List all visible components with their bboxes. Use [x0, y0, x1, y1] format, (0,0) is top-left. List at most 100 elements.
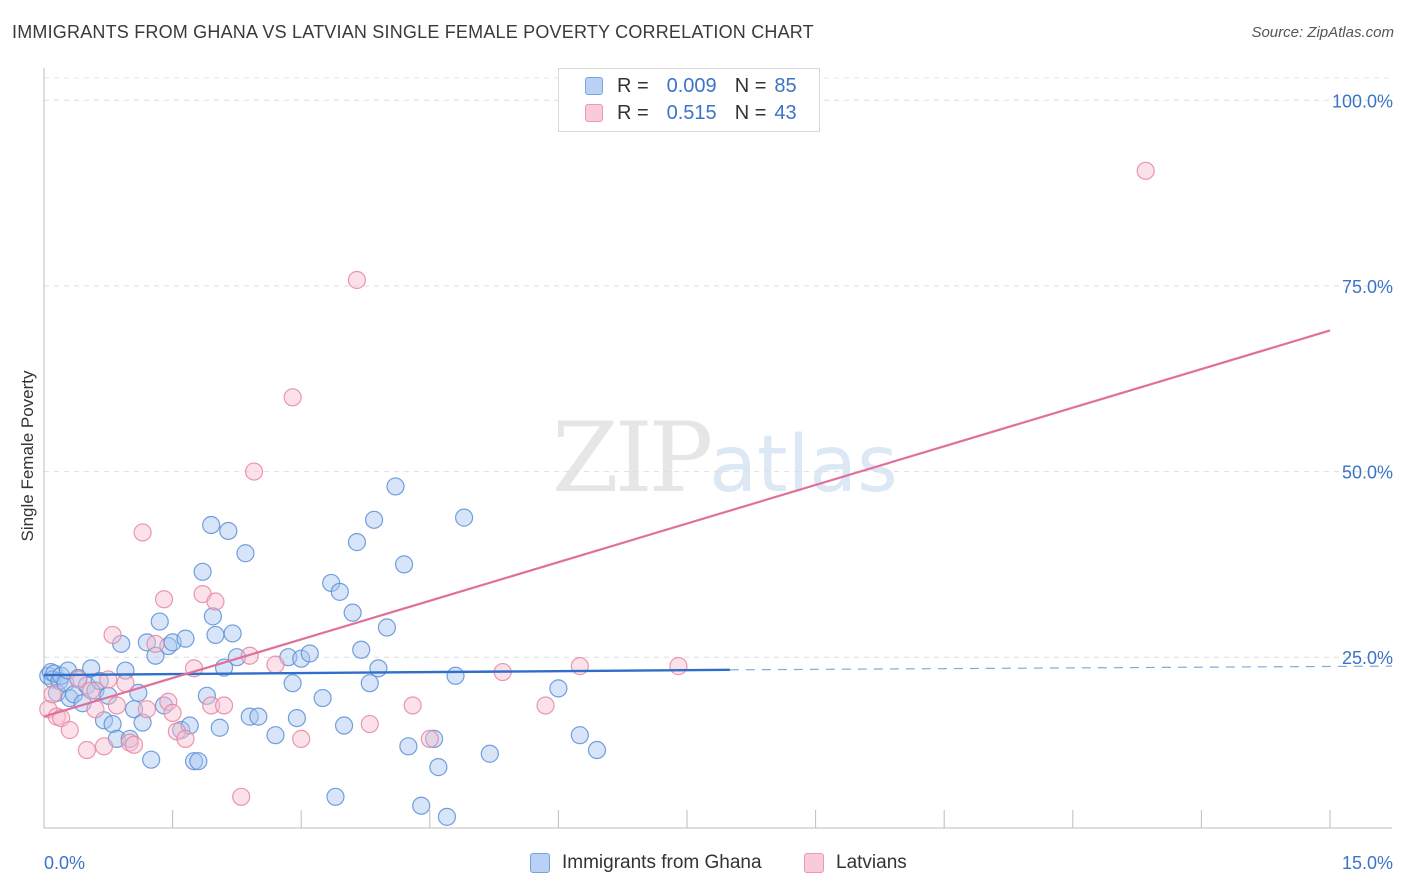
- ghana-trend-extension: [729, 665, 1393, 671]
- ghana-point: [292, 649, 311, 668]
- latvian-point: [163, 703, 182, 723]
- ghana-point: [150, 612, 169, 631]
- legend-row-latvians: R = 0.515 N = 43: [585, 100, 797, 126]
- ghana-point: [249, 707, 268, 726]
- legend-n-value: 85: [774, 74, 797, 97]
- legend-n-value: 43: [774, 101, 797, 124]
- latvian-point: [292, 729, 311, 748]
- ghana-point: [343, 603, 362, 622]
- latvian-point: [202, 696, 221, 715]
- ghana-point: [326, 787, 345, 806]
- latvian-point: [154, 590, 174, 609]
- latvian-point: [403, 696, 422, 715]
- ghana-point: [480, 744, 499, 763]
- ghana-point: [300, 644, 319, 663]
- ghana-point: [202, 515, 221, 535]
- ghana-point: [412, 796, 431, 815]
- watermark-atlas: atlas: [709, 420, 898, 510]
- ghana-point: [103, 714, 122, 734]
- legend-r-label: R =: [617, 74, 649, 97]
- ghana-point: [386, 477, 405, 496]
- ghana-point: [203, 607, 222, 626]
- legend-r-label: R =: [617, 101, 649, 124]
- latvian-point: [146, 634, 165, 653]
- latvian-point: [420, 729, 439, 748]
- chart-title: IMMIGRANTS FROM GHANA VS LATVIAN SINGLE …: [12, 22, 814, 42]
- latvian-point: [82, 681, 101, 700]
- latvian-point: [214, 696, 234, 715]
- ghana-point: [184, 752, 204, 771]
- latvian-point: [94, 737, 114, 756]
- ghana-point: [189, 752, 208, 771]
- ghana-point: [446, 666, 465, 685]
- latvian-point: [77, 740, 96, 760]
- ghana-point: [236, 544, 255, 563]
- bottom-legend-swatch-latvians: [804, 853, 824, 873]
- ghana-point: [399, 737, 418, 756]
- ghana-point: [394, 555, 414, 574]
- latvian-point: [206, 592, 225, 611]
- latvian-point: [1136, 161, 1155, 180]
- ghana-point: [142, 750, 161, 769]
- legend-n-label: N =: [734, 74, 767, 97]
- latvian-point: [124, 735, 144, 754]
- ghana-point: [347, 533, 367, 552]
- y-tick-label: 50.0%: [1342, 463, 1393, 483]
- y-tick-label: 75.0%: [1342, 277, 1393, 297]
- ghana-point: [313, 688, 332, 708]
- ghana-point: [587, 740, 607, 760]
- x-tick-label: 0.0%: [44, 853, 85, 873]
- ghana-point: [133, 713, 152, 732]
- ghana-trend-line: [43, 668, 730, 677]
- ghana-point: [210, 718, 229, 737]
- legend-n-label: N =: [734, 101, 767, 124]
- ghana-point: [219, 521, 238, 541]
- latvian-point: [244, 462, 264, 481]
- x-tick-label: 15.0%: [1342, 853, 1393, 873]
- latvian-point: [232, 787, 251, 806]
- bottom-legend-label-latvians: Latvians: [836, 852, 907, 873]
- latvian-point: [60, 720, 79, 740]
- ghana-point: [424, 729, 444, 748]
- legend-swatch-latvians: [585, 104, 603, 122]
- bottom-legend-label-ghana: Immigrants from Ghana: [562, 852, 762, 873]
- latvian-point: [159, 692, 178, 711]
- watermark: ZIPatlas: [552, 402, 898, 514]
- ghana-point: [454, 508, 474, 527]
- watermark-zip: ZIP: [552, 402, 713, 514]
- ghana-point: [287, 708, 307, 728]
- latvian-point: [133, 523, 152, 542]
- ghana-point: [223, 624, 242, 643]
- ghana-point: [193, 562, 212, 581]
- ghana-point: [437, 807, 457, 826]
- source-label: Source: ZipAtlas.com: [1251, 24, 1394, 41]
- bottom-legend-swatch-ghana: [530, 853, 550, 873]
- latvian-point: [536, 696, 555, 715]
- ghana-point: [334, 716, 354, 735]
- ghana-point: [330, 582, 349, 601]
- ghana-point: [176, 629, 195, 648]
- latvian-point: [107, 696, 126, 715]
- latvian-point: [137, 700, 156, 719]
- latvian-point: [116, 674, 135, 693]
- ghana-point: [82, 659, 101, 678]
- correlation-legend: R = 0.009 N = 85 R = 0.515 N = 43: [558, 68, 820, 132]
- legend-r-value: 0.515: [666, 101, 717, 124]
- ghana-point: [197, 686, 216, 705]
- ghana-point: [206, 625, 225, 645]
- latvian-point: [283, 388, 302, 407]
- ghana-point: [283, 674, 302, 693]
- ghana-point: [549, 679, 568, 698]
- ghana-point: [364, 510, 384, 529]
- legend-row-ghana: R = 0.009 N = 85: [585, 73, 797, 99]
- y-tick-label: 25.0%: [1342, 648, 1393, 668]
- legend-r-value: 0.009: [666, 74, 717, 97]
- bottom-legend-latvians: Latvians: [804, 852, 907, 874]
- ghana-point: [377, 618, 397, 637]
- ghana-point: [266, 726, 285, 745]
- latvian-trend-line: [43, 329, 1331, 718]
- ghana-point: [369, 659, 388, 678]
- latvian-point: [669, 657, 688, 676]
- ghana-point: [570, 726, 589, 745]
